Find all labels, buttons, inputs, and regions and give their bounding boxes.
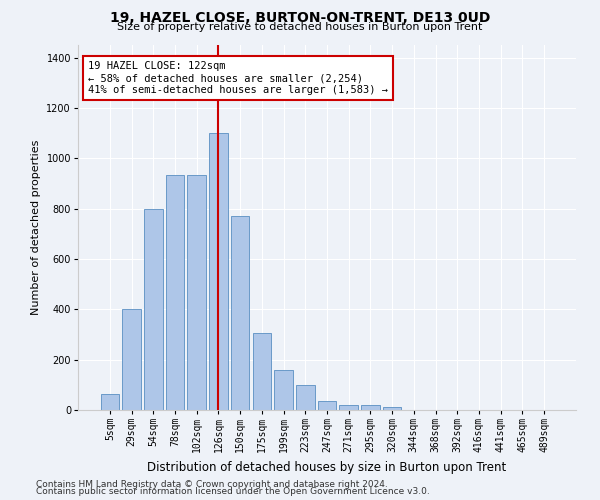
Text: Contains public sector information licensed under the Open Government Licence v3: Contains public sector information licen… [36,487,430,496]
Bar [361,405,380,410]
X-axis label: Distribution of detached houses by size in Burton upon Trent: Distribution of detached houses by size … [148,460,506,473]
Bar [122,310,141,410]
Bar [166,174,184,410]
Text: 19, HAZEL CLOSE, BURTON-ON-TRENT, DE13 0UD: 19, HAZEL CLOSE, BURTON-ON-TRENT, DE13 0… [110,11,490,25]
Y-axis label: Number of detached properties: Number of detached properties [31,140,41,315]
Bar [187,174,206,410]
Text: Contains HM Land Registry data © Crown copyright and database right 2024.: Contains HM Land Registry data © Crown c… [36,480,388,489]
Bar [383,408,401,410]
Bar [144,208,163,410]
Bar [231,216,250,410]
Text: Size of property relative to detached houses in Burton upon Trent: Size of property relative to detached ho… [118,22,482,32]
Bar [274,370,293,410]
Bar [318,401,336,410]
Bar [253,333,271,410]
Bar [296,385,314,410]
Bar [101,394,119,410]
Text: 19 HAZEL CLOSE: 122sqm
← 58% of detached houses are smaller (2,254)
41% of semi-: 19 HAZEL CLOSE: 122sqm ← 58% of detached… [88,62,388,94]
Bar [209,133,227,410]
Bar [340,405,358,410]
